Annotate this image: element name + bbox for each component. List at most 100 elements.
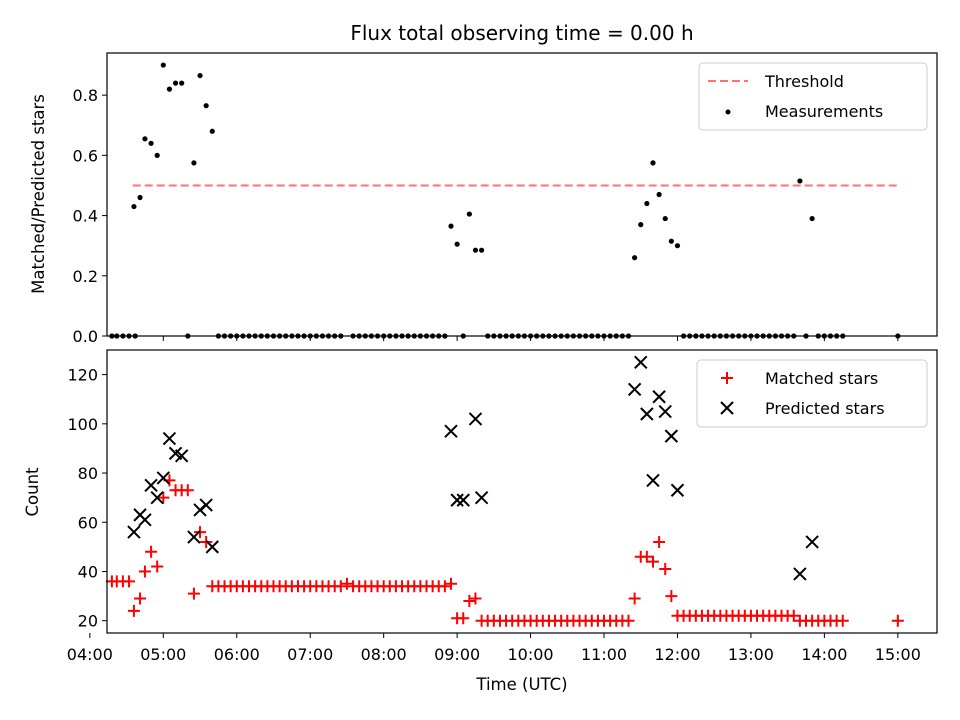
- matched-stars-point: [646, 555, 659, 568]
- predicted-stars-point: [199, 498, 213, 512]
- measurements-point: [650, 160, 656, 166]
- x-tick-label: 07:00: [287, 645, 333, 664]
- bottom-legend-box: [696, 359, 928, 428]
- predicted-stars-point: [444, 424, 458, 438]
- measurements-point: [209, 128, 215, 134]
- matched-stars-point: [622, 614, 635, 627]
- top-plot-frame: [106, 52, 938, 337]
- predicted-stars-point: [474, 490, 489, 505]
- matched-stars-point: [653, 535, 666, 548]
- matched-stars-point: [665, 590, 678, 603]
- matched-stars-point: [444, 577, 457, 590]
- matched-stars-point: [787, 609, 800, 622]
- matched-stars-point: [181, 484, 194, 497]
- measurements-point: [668, 238, 674, 244]
- matched-stars-point: [340, 577, 353, 590]
- matched-stars-point: [463, 595, 476, 608]
- predicted-stars-point: [627, 382, 642, 397]
- measurements-point: [131, 203, 137, 210]
- predicted-stars-point: [664, 429, 679, 443]
- x-tick-label: 13:00: [728, 645, 774, 664]
- bottom-y-tick-label: 60: [78, 513, 98, 532]
- chart-title: Flux total observing time = 0.00 h: [350, 21, 693, 45]
- matched-stars-point: [891, 614, 904, 627]
- matched-stars-point: [457, 612, 470, 625]
- legend-threshold-label: Threshold: [764, 72, 844, 91]
- x-tick-label: 09:00: [434, 645, 480, 664]
- measurements-point: [466, 211, 472, 217]
- matched-stars-point: [151, 560, 164, 573]
- measurements-point: [203, 103, 209, 109]
- bottom-y-tick-label: 40: [78, 562, 98, 581]
- predicted-stars-point: [162, 431, 177, 446]
- predicted-stars-point: [138, 513, 152, 527]
- legend-predicted-marker: [720, 401, 734, 415]
- predicted-stars-point: [187, 530, 201, 544]
- predicted-stars-point: [174, 449, 189, 463]
- matched-stars-point: [145, 545, 158, 558]
- predicted-stars-point: [805, 535, 819, 549]
- measurements-point: [160, 62, 166, 68]
- bottom-y-tick-label: 20: [78, 612, 98, 631]
- legend-predicted-label: Predicted stars: [765, 399, 885, 418]
- predicted-stars-point: [127, 525, 141, 539]
- bottom-y-axis-label: Count: [23, 467, 42, 517]
- top-legend: Threshold Measurements: [698, 62, 928, 131]
- measurements-point: [797, 178, 803, 184]
- x-tick-label: 04:00: [67, 645, 113, 664]
- predicted-stars-point: [652, 390, 666, 404]
- predicted-stars-point: [793, 567, 807, 581]
- matched-stars-point: [438, 580, 451, 593]
- measurements-point: [809, 215, 815, 222]
- x-tick-label: 14:00: [801, 645, 847, 664]
- predicted-stars-point: [205, 540, 219, 554]
- legend-measurements-label: Measurements: [765, 102, 883, 121]
- top-y-tick-label: 0.0: [73, 327, 98, 346]
- measurements-point: [172, 80, 179, 86]
- legend-matched-label: Matched stars: [765, 369, 878, 388]
- measurements-point: [137, 194, 143, 201]
- matched-stars-point: [157, 491, 170, 504]
- predicted-stars-point: [150, 490, 164, 505]
- measurements-point: [166, 86, 173, 92]
- measurements-point: [479, 247, 485, 253]
- bottom-y-tick-label: 120: [67, 366, 98, 385]
- top-panel: Flux total observing time = 0.00 h Match…: [29, 21, 938, 346]
- measurements-point: [154, 152, 160, 158]
- measurements-point: [472, 247, 479, 253]
- measurements-point: [662, 215, 668, 222]
- top-y-axis-label: Matched/Predicted stars: [29, 94, 48, 294]
- bottom-panel: Count Time (UTC) 04:00 05:00 06:00 07:00 08:…: [23, 349, 938, 694]
- matched-stars-point: [138, 565, 151, 578]
- predicted-stars-point: [456, 493, 470, 507]
- measurements-point: [644, 200, 650, 207]
- top-y-tick-label: 0.4: [73, 207, 98, 226]
- x-tick-label: 08:00: [361, 645, 407, 664]
- measurements-point: [448, 223, 454, 229]
- bottom-y-tick-label: 100: [67, 415, 98, 434]
- matched-stars-point: [659, 563, 672, 576]
- matched-stars-point: [134, 592, 147, 605]
- legend-measurements-marker: [725, 109, 731, 115]
- measurements-point: [674, 243, 681, 249]
- predicted-stars-point: [646, 473, 660, 488]
- matched-stars-point: [469, 592, 482, 605]
- bottom-y-tick-label: 80: [78, 464, 98, 483]
- predicted-stars-point: [156, 471, 171, 485]
- measurements-point: [197, 72, 203, 79]
- predicted-stars-point: [450, 493, 464, 507]
- legend-matched-marker: [721, 372, 733, 384]
- measurements-point: [148, 140, 154, 146]
- measurements-point: [179, 80, 185, 86]
- measurements-point: [656, 191, 662, 198]
- predicted-stars-point: [144, 478, 158, 493]
- bottom-plot-area: 04:00 05:00 06:00 07:00 08:00 09:00 10:00 11:00…: [67, 355, 921, 664]
- bottom-legend: Matched stars Predicted stars: [696, 359, 928, 428]
- bottom-plot-frame: [106, 349, 938, 634]
- predicted-stars-point: [634, 355, 648, 370]
- top-plot-area: 0.0 0.2 0.4 0.6 0.8: [73, 62, 901, 346]
- top-legend-box: [698, 62, 928, 131]
- matched-stars-point: [836, 614, 849, 627]
- x-tick-label: 12:00: [654, 645, 700, 664]
